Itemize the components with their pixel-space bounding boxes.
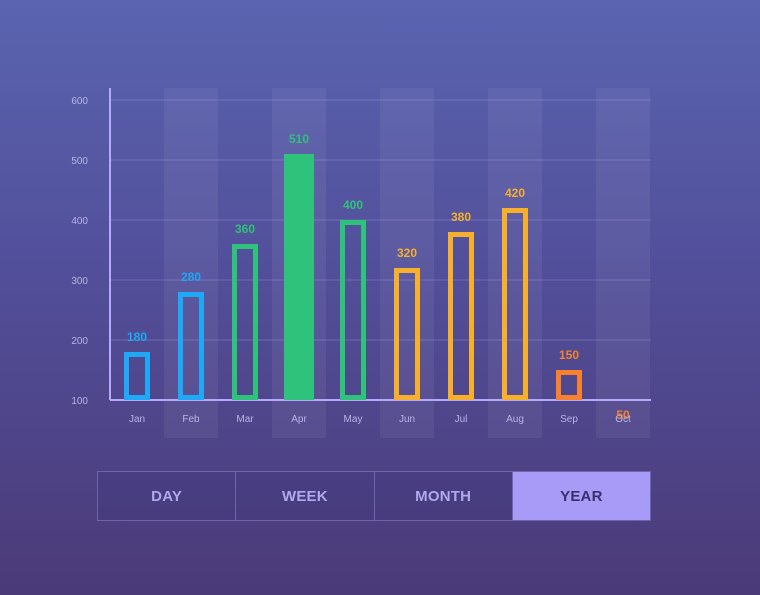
x-tick-label: Apr: [291, 414, 307, 425]
bar-value-label: 510: [289, 132, 309, 146]
bar-value-label: 150: [559, 348, 579, 362]
bar-value-label: 420: [505, 186, 525, 200]
bar-value-label: 400: [343, 198, 363, 212]
bar: [232, 244, 258, 400]
y-tick-label: 400: [71, 216, 88, 227]
bar-value-label: 50: [616, 408, 630, 422]
time-range-tabs: DAY WEEK MONTH YEAR: [97, 471, 651, 521]
x-tick-label: Sep: [560, 414, 578, 425]
bar: [556, 370, 582, 400]
bar-value-label: 360: [235, 222, 255, 236]
bar: [340, 220, 366, 400]
y-tick-label: 600: [71, 96, 88, 107]
bar-value-label: 280: [181, 270, 201, 284]
bar: [124, 352, 150, 400]
x-tick-label: May: [344, 414, 363, 425]
x-tick-label: Feb: [182, 414, 200, 425]
bar: [394, 268, 420, 400]
x-tick-label: Jan: [129, 414, 145, 425]
x-tick-label: Jun: [399, 414, 415, 425]
bar-value-label: 180: [127, 330, 147, 344]
tab-day[interactable]: DAY: [98, 472, 237, 520]
x-tick-label: Aug: [506, 414, 524, 425]
bar: [284, 154, 314, 400]
y-tick-label: 300: [71, 276, 88, 287]
bar: [178, 292, 204, 400]
y-tick-label: 500: [71, 156, 88, 167]
bar-value-label: 320: [397, 246, 417, 260]
bar-chart: 100 200 300 400 500 600 180 Jan 280 Feb 360 Mar 510 A…: [71, 88, 651, 438]
column-highlight: [488, 88, 542, 438]
x-tick-label: Oct: [615, 414, 631, 425]
bar: [448, 232, 474, 400]
y-tick-label: 100: [71, 396, 88, 407]
tab-month[interactable]: MONTH: [375, 472, 513, 520]
x-tick-label: Jul: [455, 414, 468, 425]
y-tick-label: 200: [71, 336, 88, 347]
column-highlight: [380, 88, 434, 438]
column-highlight: [164, 88, 218, 438]
column-highlight: [596, 88, 650, 438]
bar-value-label: 380: [451, 210, 471, 224]
bar: [502, 208, 528, 400]
tab-year[interactable]: YEAR: [512, 472, 650, 520]
x-tick-label: Mar: [236, 414, 254, 425]
tab-week[interactable]: WEEK: [236, 472, 375, 520]
